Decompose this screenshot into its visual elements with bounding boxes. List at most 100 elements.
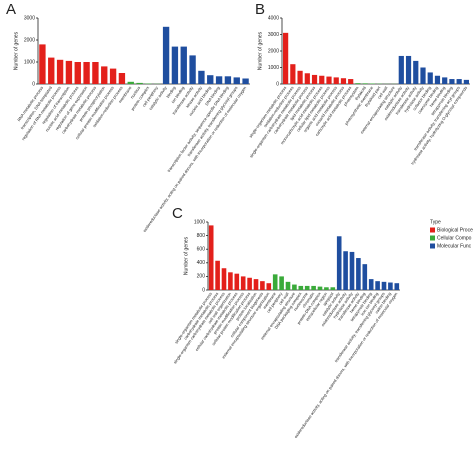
x-tick-label: binding	[165, 85, 176, 98]
bar	[333, 77, 339, 84]
bar	[228, 272, 233, 290]
bar	[336, 236, 342, 290]
y-tick-label: 1000	[194, 219, 205, 225]
bar	[388, 282, 393, 290]
bar	[413, 60, 419, 84]
bar	[74, 62, 81, 84]
legend-title: Type	[430, 219, 441, 225]
bar	[311, 285, 316, 290]
legend-label: Biological Proce	[437, 227, 473, 233]
bar	[247, 277, 252, 290]
bar	[292, 284, 297, 290]
bar	[109, 68, 117, 84]
bar	[233, 77, 240, 84]
bar	[189, 55, 196, 84]
bar	[272, 274, 278, 290]
y-tick-label: 1000	[24, 59, 35, 65]
bar	[208, 225, 214, 290]
bar	[311, 74, 318, 84]
y-axis-label: Number of genes	[183, 236, 189, 275]
legend-label: Cellular Compo	[437, 235, 472, 241]
bar	[348, 79, 354, 84]
bar	[394, 283, 400, 290]
y-tick-label: 4000	[268, 15, 279, 21]
bar	[215, 76, 223, 84]
bar	[198, 70, 205, 84]
y-tick-label: 0	[32, 81, 35, 87]
bar	[427, 72, 433, 84]
bar	[343, 251, 348, 290]
bar	[283, 32, 289, 84]
panel-label: C	[172, 205, 183, 222]
y-tick-label: 2000	[24, 37, 35, 43]
bar	[92, 62, 99, 84]
bar	[405, 55, 412, 84]
panel-label: A	[6, 1, 16, 18]
bar	[48, 57, 55, 84]
bar	[285, 281, 291, 290]
bar	[420, 67, 426, 84]
bar	[330, 287, 336, 290]
bar	[442, 77, 448, 84]
y-tick-label: 0	[276, 81, 279, 87]
bar	[224, 76, 232, 84]
bar	[368, 279, 374, 290]
legend-swatch	[430, 243, 435, 249]
bar	[118, 73, 126, 84]
bar	[434, 75, 441, 84]
y-tick-label: 600	[197, 247, 206, 253]
bar	[127, 81, 134, 84]
bar	[260, 281, 265, 290]
y-tick-label: 3000	[268, 32, 279, 38]
bar	[326, 76, 332, 84]
bar	[324, 287, 329, 290]
bar	[39, 44, 46, 84]
legend-swatch	[430, 235, 435, 241]
bar	[180, 46, 187, 84]
bar	[319, 75, 325, 84]
y-tick-label: 400	[197, 260, 206, 266]
bar	[304, 285, 310, 290]
legend-swatch	[430, 227, 435, 233]
bar	[456, 79, 462, 84]
bar	[56, 59, 64, 84]
bar	[215, 260, 220, 290]
bar	[375, 281, 380, 290]
bar	[290, 64, 296, 84]
bar	[349, 251, 355, 290]
y-axis-label: Number of genes	[257, 31, 263, 70]
legend-label: Molecular Func	[437, 243, 472, 249]
bar	[381, 281, 387, 290]
bar	[171, 46, 179, 84]
bar	[253, 279, 259, 290]
bar	[207, 75, 214, 84]
y-tick-label: 2000	[268, 48, 279, 54]
panel-label: B	[255, 1, 265, 18]
bar	[317, 286, 323, 290]
bar	[221, 268, 227, 290]
bar	[234, 273, 240, 290]
y-tick-label: 1000	[268, 65, 279, 71]
bar	[83, 62, 90, 84]
bar	[240, 276, 246, 290]
y-tick-label: 800	[197, 233, 206, 239]
bar	[449, 79, 455, 84]
bar	[242, 78, 249, 84]
bar	[65, 60, 73, 84]
bar	[136, 82, 143, 84]
bar	[298, 285, 304, 290]
bar	[279, 276, 284, 290]
bar	[304, 73, 310, 84]
y-tick-label: 200	[197, 274, 206, 280]
bar	[463, 79, 469, 84]
bar	[266, 283, 272, 290]
bar	[362, 83, 368, 84]
bar	[362, 264, 368, 290]
y-axis-label: Number of genes	[13, 31, 19, 70]
y-tick-label: 0	[202, 287, 205, 293]
bar	[297, 70, 303, 84]
bar	[162, 26, 170, 84]
bar	[101, 66, 108, 84]
bar	[355, 83, 361, 84]
